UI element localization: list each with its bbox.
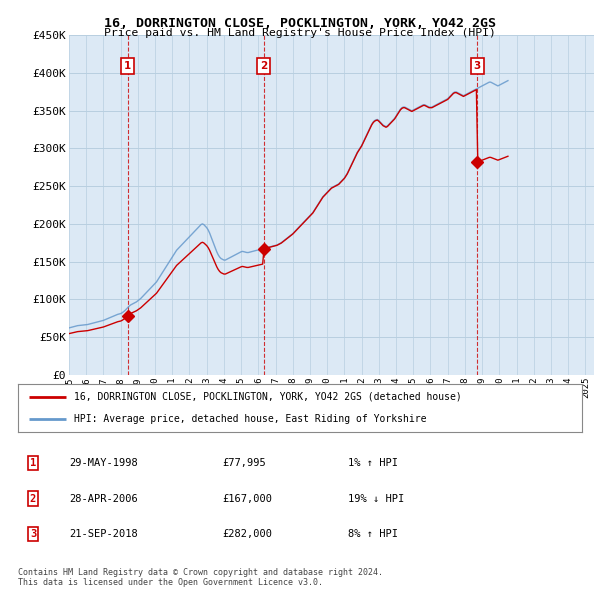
Text: 19% ↓ HPI: 19% ↓ HPI [348, 494, 404, 503]
Text: HPI: Average price, detached house, East Riding of Yorkshire: HPI: Average price, detached house, East… [74, 414, 427, 424]
Text: £77,995: £77,995 [222, 458, 266, 468]
Text: 3: 3 [30, 529, 36, 539]
Text: 21-SEP-2018: 21-SEP-2018 [69, 529, 138, 539]
Text: 1% ↑ HPI: 1% ↑ HPI [348, 458, 398, 468]
Text: 8% ↑ HPI: 8% ↑ HPI [348, 529, 398, 539]
Text: 28-APR-2006: 28-APR-2006 [69, 494, 138, 503]
Text: 1: 1 [30, 458, 36, 468]
Text: Contains HM Land Registry data © Crown copyright and database right 2024.
This d: Contains HM Land Registry data © Crown c… [18, 568, 383, 587]
Text: 16, DORRINGTON CLOSE, POCKLINGTON, YORK, YO42 2GS (detached house): 16, DORRINGTON CLOSE, POCKLINGTON, YORK,… [74, 392, 462, 402]
Text: 16, DORRINGTON CLOSE, POCKLINGTON, YORK, YO42 2GS: 16, DORRINGTON CLOSE, POCKLINGTON, YORK,… [104, 17, 496, 30]
Text: 3: 3 [473, 61, 481, 71]
Text: 2: 2 [260, 61, 268, 71]
Text: 29-MAY-1998: 29-MAY-1998 [69, 458, 138, 468]
Text: Price paid vs. HM Land Registry's House Price Index (HPI): Price paid vs. HM Land Registry's House … [104, 28, 496, 38]
Text: £167,000: £167,000 [222, 494, 272, 503]
Text: 2: 2 [30, 494, 36, 503]
Text: 1: 1 [124, 61, 131, 71]
Text: £282,000: £282,000 [222, 529, 272, 539]
